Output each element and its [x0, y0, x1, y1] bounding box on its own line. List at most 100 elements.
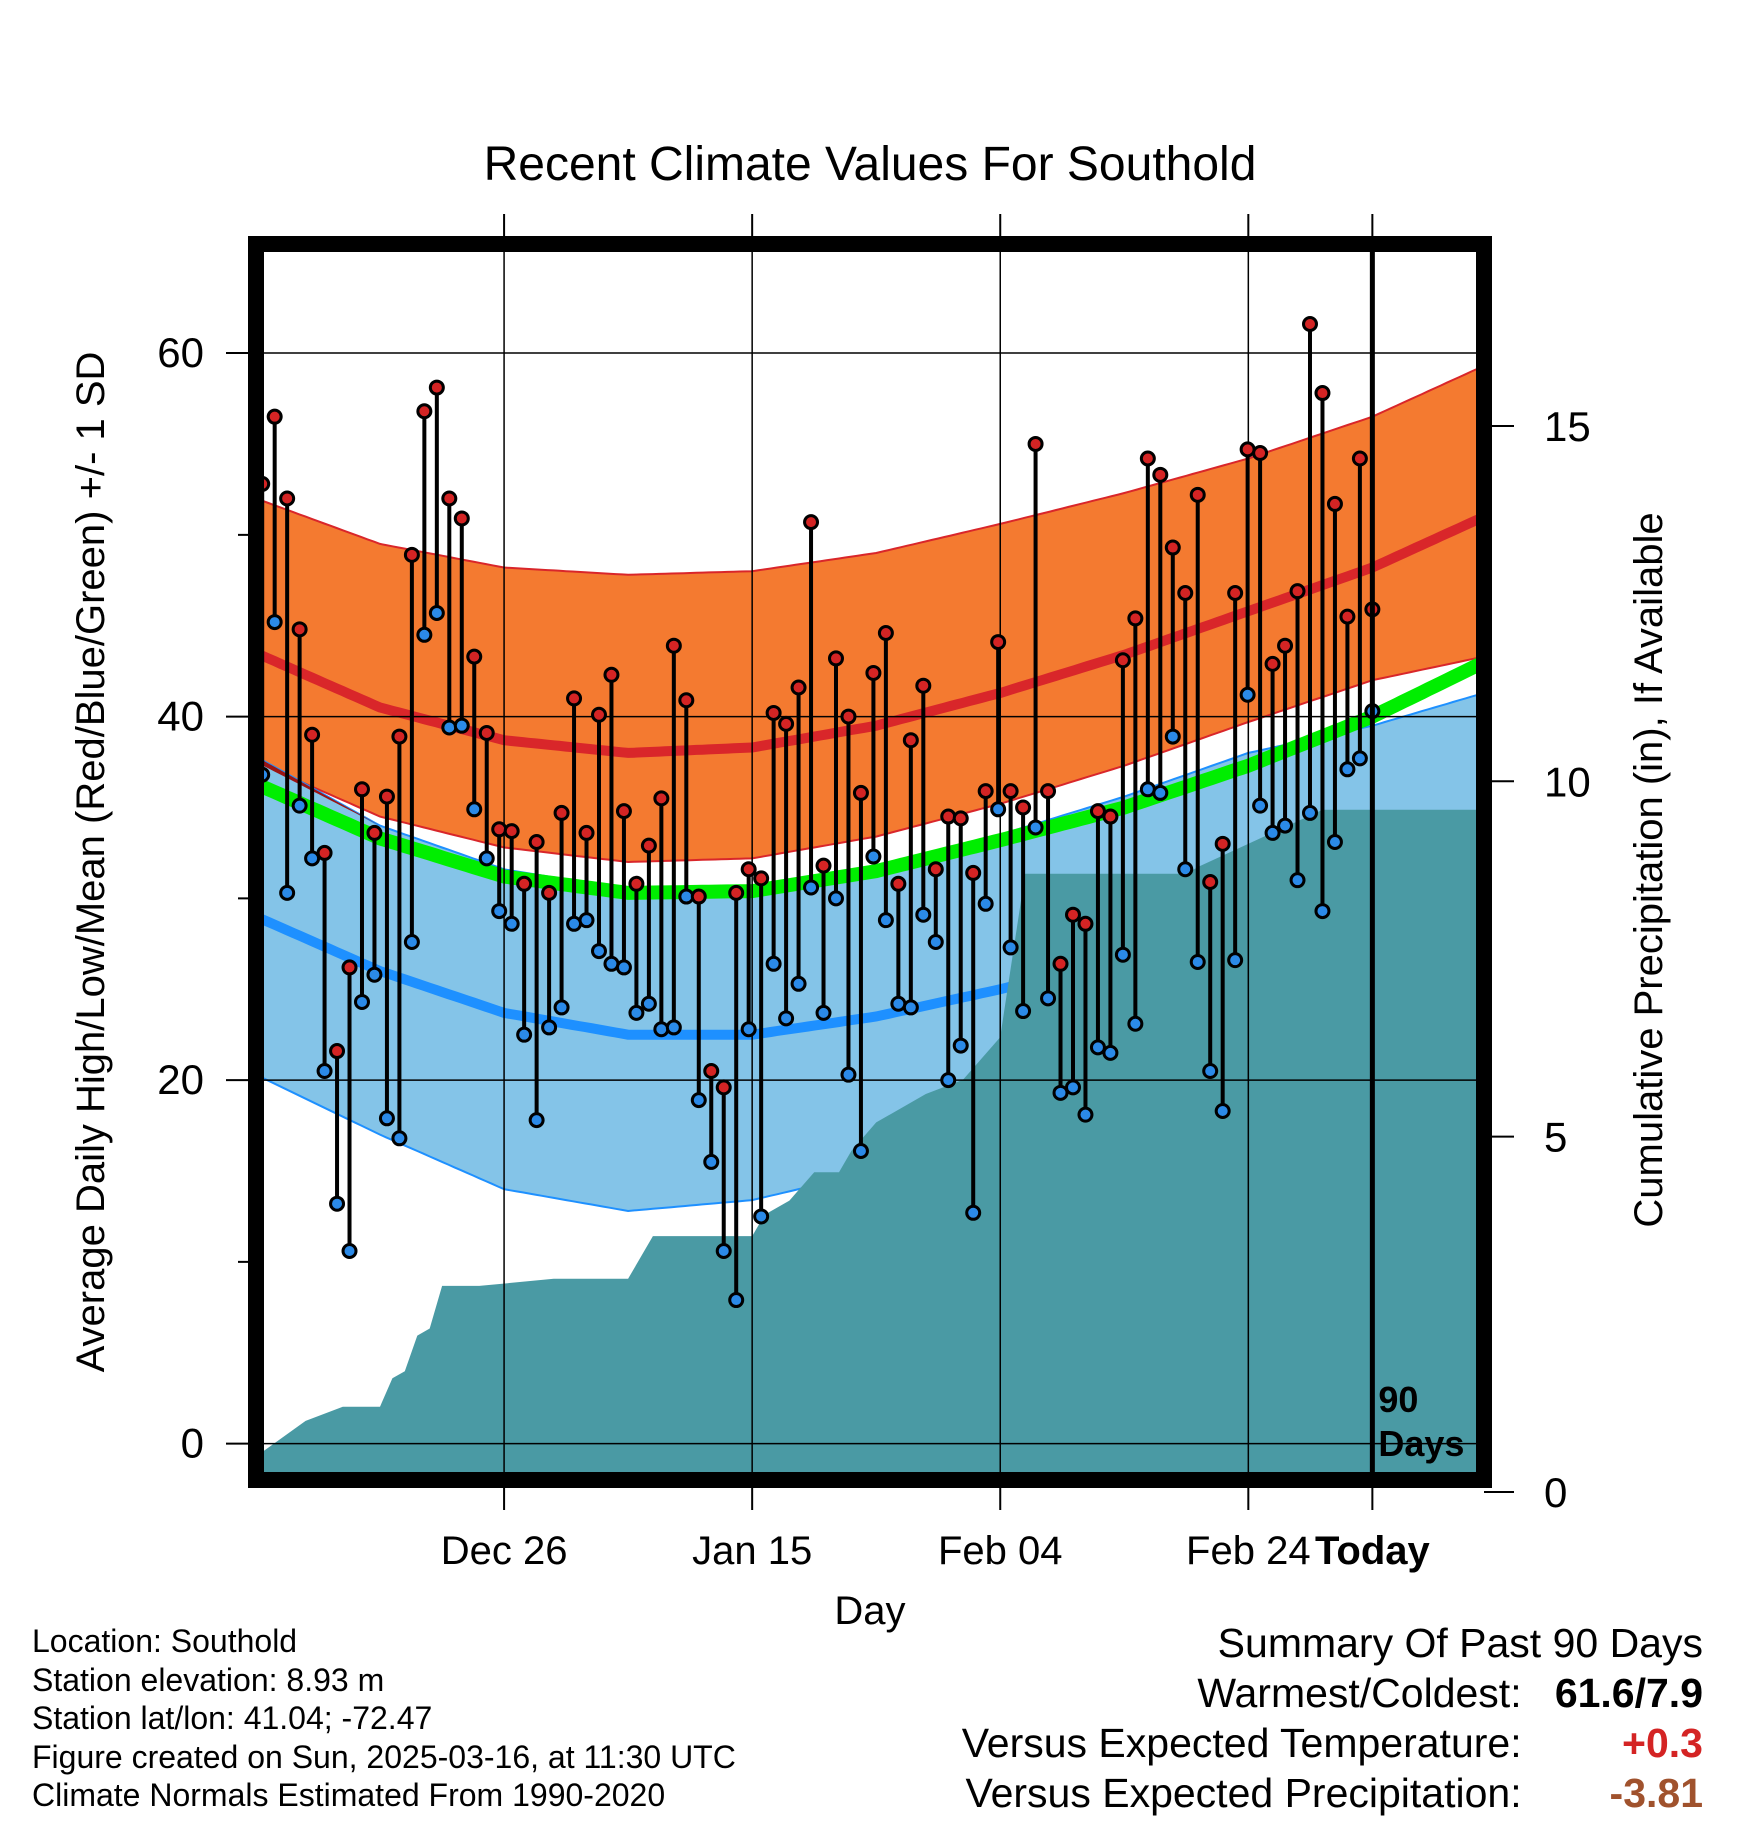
daily-low-point	[291, 797, 308, 814]
daily-high-point	[316, 844, 333, 861]
daily-high-point	[927, 861, 944, 878]
daily-low-point	[329, 1195, 346, 1212]
daily-low-point	[466, 801, 483, 818]
daily-low-point	[877, 912, 894, 929]
x-axis-label: Day	[834, 1589, 905, 1633]
daily-low-point	[578, 912, 595, 929]
daily-high-point	[266, 408, 283, 425]
daily-low-point	[1326, 834, 1343, 851]
daily-low-point	[1227, 952, 1244, 969]
x-tick-label: Feb 24	[1186, 1529, 1311, 1573]
vs-temp-row: Versus Expected Temperature: +0.3	[962, 1718, 1703, 1768]
daily-low-point	[1289, 872, 1306, 889]
y-axis-label: Average Daily High/Low/Mean (Red/Blue/Gr…	[69, 352, 113, 1373]
daily-low-point	[815, 1004, 832, 1021]
summary-panel: Summary Of Past 90 Days Warmest/Coldest:…	[962, 1618, 1703, 1818]
daily-high-point	[1289, 583, 1306, 600]
daily-low-point	[1089, 1039, 1106, 1056]
daily-low-point	[803, 879, 820, 896]
daily-high-point	[840, 708, 857, 725]
daily-high-point	[790, 679, 807, 696]
daily-low-point	[1239, 686, 1256, 703]
daily-high-point	[578, 824, 595, 841]
daily-high-point	[1114, 652, 1131, 669]
daily-low-point	[1114, 946, 1131, 963]
daily-high-point	[1314, 385, 1331, 402]
daily-high-point	[590, 706, 607, 723]
daily-low-point	[590, 943, 607, 960]
plot-frame	[248, 236, 1492, 1488]
daily-high-point	[1102, 808, 1119, 825]
daily-low-point	[927, 933, 944, 950]
daily-high-point	[403, 546, 420, 563]
daily-high-point	[1252, 445, 1269, 462]
summary-title: Summary Of Past 90 Days	[1217, 1620, 1703, 1666]
daily-low-point	[1040, 990, 1057, 1007]
daily-low-point	[1064, 1079, 1081, 1096]
daily-high-point	[1027, 435, 1044, 452]
daily-low-point	[1077, 1106, 1094, 1123]
daily-low-point	[653, 1021, 670, 1038]
daily-low-point	[341, 1242, 358, 1259]
daily-high-point	[466, 648, 483, 665]
y-tick-label: 0	[181, 1420, 204, 1467]
daily-low-point	[416, 626, 433, 643]
latlon-text: Station lat/lon: 41.04; -72.47	[32, 1700, 433, 1736]
daily-low-point	[740, 1021, 757, 1038]
daily-low-point	[827, 890, 844, 907]
daily-low-point	[902, 999, 919, 1016]
daily-low-point	[1252, 797, 1269, 814]
vs-precip-value: -3.81	[1609, 1770, 1703, 1816]
daily-high-point	[453, 510, 470, 527]
warmest-coldest-value: 61.6/7.9	[1554, 1670, 1703, 1716]
daily-high-point	[877, 624, 894, 641]
daily-high-point	[378, 788, 395, 805]
daily-high-point	[1227, 584, 1244, 601]
daily-high-point	[1202, 873, 1219, 890]
daily-low-point	[316, 1063, 333, 1080]
daily-high-point	[690, 888, 707, 905]
daily-high-point	[678, 692, 695, 709]
daily-high-point	[516, 875, 533, 892]
daily-high-point	[329, 1043, 346, 1060]
daily-high-point	[865, 664, 882, 681]
daily-low-point	[1189, 953, 1206, 970]
daily-low-point	[541, 1019, 558, 1036]
daily-high-point	[965, 864, 982, 881]
daily-high-point	[990, 634, 1007, 651]
x-tick-label: Jan 15	[692, 1529, 812, 1573]
daily-high-point	[391, 728, 408, 745]
daily-low-point	[628, 1004, 645, 1021]
daily-low-point	[1002, 939, 1019, 956]
daily-low-point	[1339, 761, 1356, 778]
daily-low-point	[1102, 1044, 1119, 1061]
daily-low-point	[940, 1072, 957, 1089]
daily-high-point	[915, 677, 932, 694]
daily-high-point	[715, 1079, 732, 1096]
daily-high-point	[815, 857, 832, 874]
daily-low-point	[965, 1204, 982, 1221]
daily-low-point	[990, 801, 1007, 818]
x-tick-label: Dec 26	[441, 1529, 568, 1573]
daily-low-point	[1301, 804, 1318, 821]
station-info: Location: Southold Station elevation: 8.…	[32, 1622, 736, 1815]
today-label: Days	[1378, 1423, 1464, 1464]
y2-tick-label: 5	[1544, 1114, 1567, 1161]
daily-high-point	[753, 870, 770, 887]
daily-high-point	[640, 837, 657, 854]
y-tick-label: 40	[157, 693, 204, 740]
daily-high-point	[503, 823, 520, 840]
daily-high-point	[341, 959, 358, 976]
daily-high-point	[1177, 584, 1194, 601]
y2-tick-label: 0	[1544, 1469, 1567, 1516]
daily-high-point	[304, 726, 321, 743]
vs-precip-label: Versus Expected Precipitation:	[965, 1770, 1522, 1816]
daily-high-point	[728, 884, 745, 901]
vs-temp-label: Versus Expected Temperature:	[961, 1720, 1522, 1766]
daily-low-point	[491, 903, 508, 920]
daily-low-point	[516, 1026, 533, 1043]
daily-low-point	[1027, 819, 1044, 836]
daily-low-point	[304, 850, 321, 867]
daily-low-point	[640, 995, 657, 1012]
